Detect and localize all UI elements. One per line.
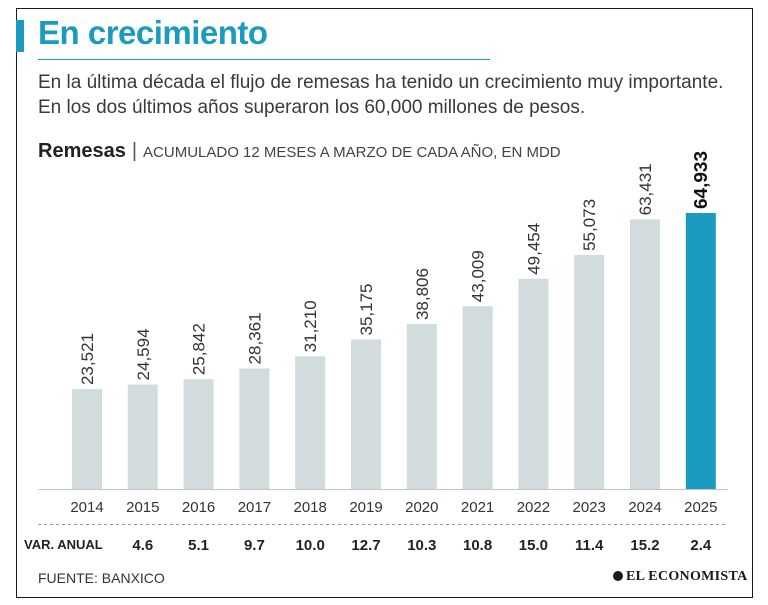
value-label-2021: 43,009 xyxy=(469,250,488,302)
value-label-2015: 24,594 xyxy=(134,328,153,380)
bar-2019 xyxy=(351,339,381,489)
var-anual-2016: 5.1 xyxy=(188,537,209,554)
tick-label-2019: 2019 xyxy=(349,499,382,516)
bar-2017 xyxy=(239,368,270,489)
bar-2015 xyxy=(127,384,158,489)
brand-logo: EL ECONOMISTA xyxy=(613,569,748,585)
value-label-2022: 49,454 xyxy=(524,223,543,275)
chart-subtitle: Remesas | ACUMULADO 12 MESES A MARZO DE CA… xyxy=(38,140,561,163)
var-anual-2019: 12.7 xyxy=(351,537,380,554)
bar-2018 xyxy=(295,356,326,489)
subtitle-separator: | xyxy=(131,140,138,162)
value-label-2025: 64,933 xyxy=(691,151,711,209)
value-label-2017: 28,361 xyxy=(245,312,264,364)
value-label-2020: 38,806 xyxy=(413,268,432,320)
page-title: En crecimiento xyxy=(38,14,268,51)
chart-frame xyxy=(16,8,753,598)
var-anual-2021: 10.8 xyxy=(463,537,492,554)
subtitle-rest: ACUMULADO 12 MESES A MARZO DE CADA AÑO, … xyxy=(143,144,561,161)
tick-label-2023: 2023 xyxy=(573,499,606,516)
tick-label-2025: 2025 xyxy=(684,499,717,516)
value-label-2019: 35,175 xyxy=(357,283,376,335)
tick-label-2018: 2018 xyxy=(294,499,327,516)
var-anual-2020: 10.3 xyxy=(407,537,436,554)
tick-label-2022: 2022 xyxy=(517,499,550,516)
source-text: FUENTE: BANXICO xyxy=(38,570,165,586)
brand-name: EL ECONOMISTA xyxy=(626,569,748,584)
description-text: En la última década el flujo de remesas … xyxy=(38,72,724,118)
title-underline xyxy=(38,59,490,60)
var-anual-2018: 10.0 xyxy=(296,537,325,554)
bar-2025 xyxy=(685,213,716,489)
tick-label-2020: 2020 xyxy=(405,499,438,516)
bar-2020 xyxy=(406,324,437,489)
tick-label-2014: 2014 xyxy=(70,499,103,516)
var-anual-2015: 4.6 xyxy=(132,537,153,554)
value-label-2014: 23,521 xyxy=(78,333,97,385)
tick-label-2015: 2015 xyxy=(126,499,159,516)
tick-label-2021: 2021 xyxy=(461,499,494,516)
var-anual-2022: 15.0 xyxy=(519,537,548,554)
subtitle-bold: Remesas xyxy=(38,140,126,162)
brand-mark-icon xyxy=(613,571,623,581)
tick-label-2024: 2024 xyxy=(628,499,661,516)
bar-2014 xyxy=(72,389,102,489)
tick-label-2016: 2016 xyxy=(182,499,215,516)
var-anual-2025: 2.4 xyxy=(690,537,712,554)
bar-2021 xyxy=(462,306,493,489)
var-anual-2023: 11.4 xyxy=(575,537,604,554)
var-anual-label: VAR. ANUAL xyxy=(24,537,103,552)
bar-2022 xyxy=(518,278,549,489)
tick-label-2017: 2017 xyxy=(238,499,271,516)
bar-2023 xyxy=(574,254,605,489)
var-anual-2024: 15.2 xyxy=(630,537,659,554)
title-accent-bar xyxy=(16,20,24,52)
value-label-2023: 55,073 xyxy=(580,199,599,251)
bar-2024 xyxy=(630,219,660,489)
bar-2016 xyxy=(183,379,214,489)
value-label-2016: 25,842 xyxy=(190,323,209,375)
value-label-2024: 63,431 xyxy=(636,163,655,215)
var-anual-2017: 9.7 xyxy=(244,537,265,554)
value-label-2018: 31,210 xyxy=(301,300,320,352)
